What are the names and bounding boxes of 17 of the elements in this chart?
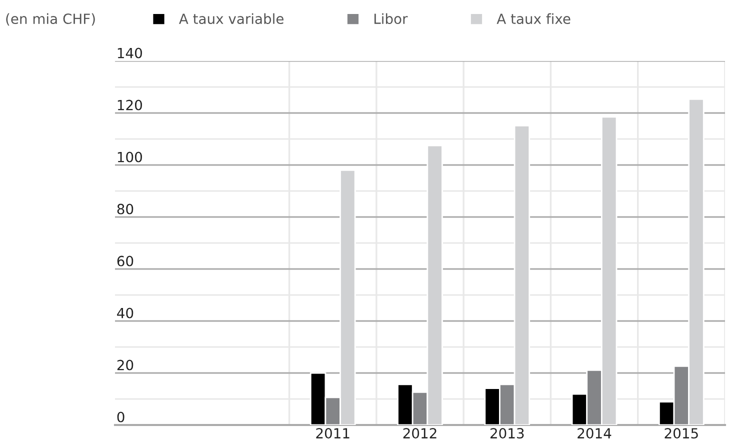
y-tick-label: 60 [117,256,134,266]
x-tick-label: 2015 [664,428,698,439]
y-tick-label: 120 [118,100,142,110]
y-tick-label: 40 [117,308,134,318]
legend-label: A taux fixe [496,13,570,24]
y-axis-title: (en mia CHF) [6,13,95,26]
x-tick-label: 2011 [316,428,350,439]
y-tick-label: 0 [117,412,124,422]
legend-label: Libor [374,13,408,24]
x-tick-label: 2012 [403,428,436,439]
y-tick-label: 80 [117,204,134,214]
y-tick-label: 140 [118,48,142,58]
y-tick-label: 20 [117,360,134,370]
x-tick-label: 2013 [490,428,524,439]
x-tick-label: 2014 [578,428,612,439]
y-tick-label: 100 [118,152,142,162]
legend-label: A taux variable [178,13,284,24]
